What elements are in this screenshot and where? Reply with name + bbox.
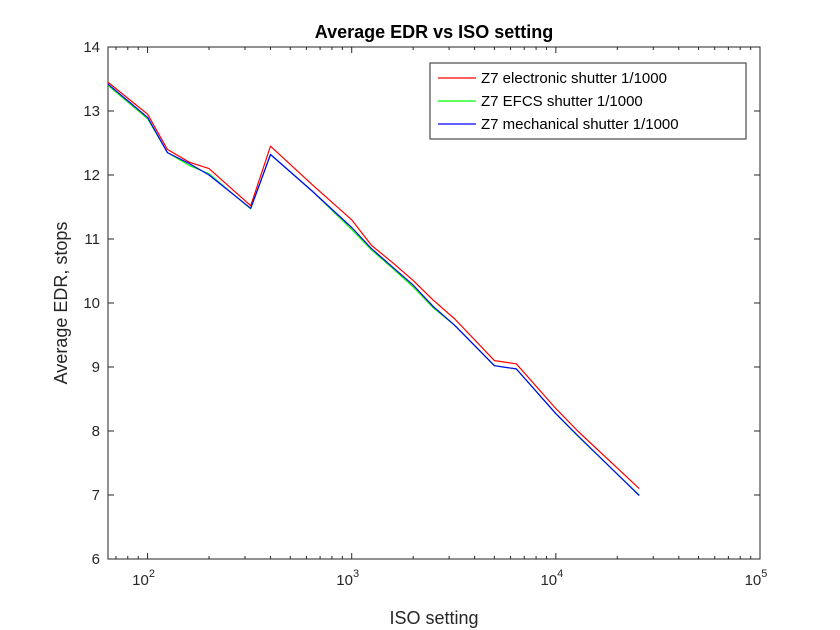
x-tick-label: 104 (540, 568, 563, 589)
y-tick-label: 11 (84, 231, 100, 248)
series-group (108, 81, 640, 497)
y-tick-label: 6 (92, 551, 100, 568)
x-tick-exponent: 2 (149, 568, 155, 580)
x-axis-label: ISO setting (389, 608, 478, 628)
x-tick-label: 103 (336, 568, 359, 589)
x-tick-base: 10 (336, 572, 353, 589)
y-tick-label: 14 (83, 39, 100, 56)
series-line-3 (108, 83, 640, 497)
y-tick-label: 9 (92, 359, 100, 376)
legend-label-1: Z7 electronic shutter 1/1000 (481, 70, 667, 87)
legend-label-2: Z7 EFCS shutter 1/1000 (481, 93, 643, 110)
y-axis-label: Average EDR, stops (51, 222, 71, 385)
x-tick-base: 10 (540, 572, 557, 589)
chart-title: Average EDR vs ISO setting (315, 22, 553, 42)
x-tick-base: 10 (132, 572, 149, 589)
legend-box (429, 62, 747, 140)
legend-label-3: Z7 mechanical shutter 1/1000 (481, 116, 679, 133)
x-tick-base: 10 (745, 572, 762, 589)
series-line-1 (108, 81, 640, 490)
y-tick-label: 8 (92, 423, 100, 440)
x-tick-label: 102 (132, 568, 155, 589)
series-clip-group (108, 81, 640, 497)
legend: Z7 electronic shutter 1/1000 Z7 EFCS shut… (429, 62, 747, 140)
x-tick-exponent: 4 (557, 568, 563, 580)
y-tick-label: 13 (83, 103, 100, 120)
y-tick-label: 7 (92, 487, 100, 504)
x-tick-exponent: 5 (761, 568, 767, 580)
x-tick-exponent: 3 (353, 568, 359, 580)
y-tick-label: 10 (83, 295, 100, 312)
y-tick-label: 12 (83, 167, 100, 184)
x-tick-label: 105 (745, 568, 768, 589)
